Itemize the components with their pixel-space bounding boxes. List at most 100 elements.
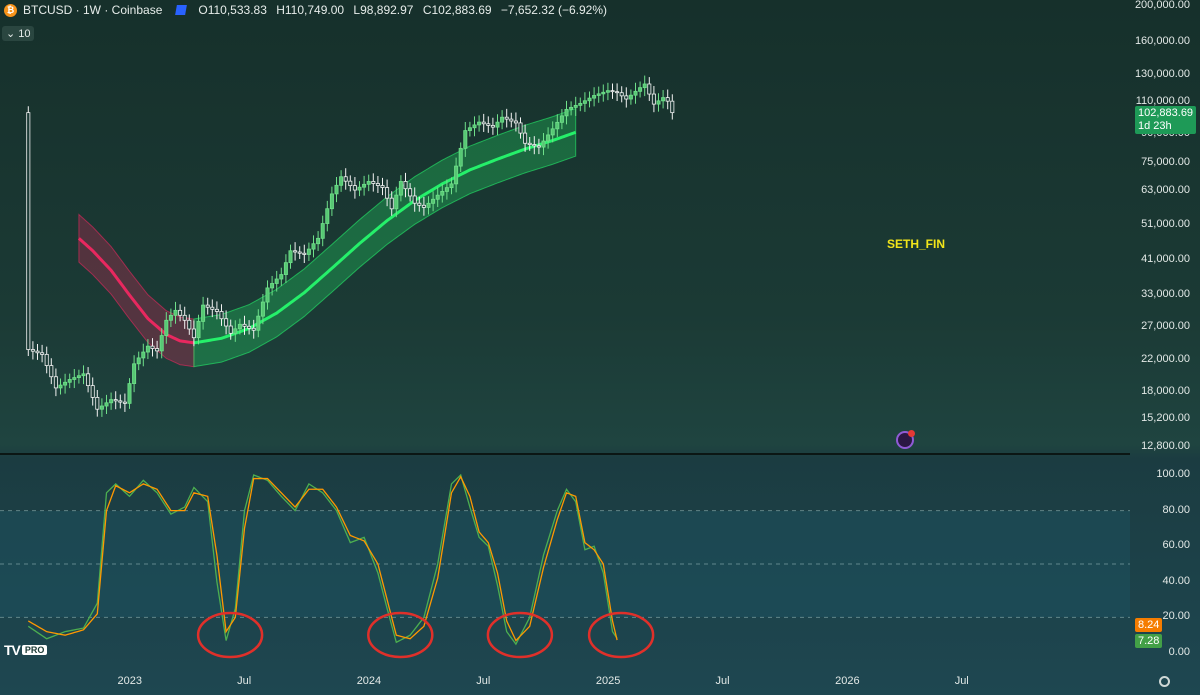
candle-body: [385, 187, 390, 199]
candle-body: [421, 204, 426, 208]
candle-body: [638, 87, 643, 92]
candle-body: [481, 121, 486, 125]
stoch-line-1: [27, 475, 618, 642]
candle-body: [458, 147, 463, 167]
candle-body: [605, 90, 610, 93]
candle-body: [559, 115, 564, 123]
high-value: H110,749.00: [276, 3, 345, 17]
candle-body: [320, 223, 325, 239]
candle-body: [518, 122, 523, 134]
time-tick: Jul: [237, 675, 252, 687]
candle-body: [477, 121, 482, 126]
candle-body: [389, 197, 394, 210]
candle-body: [182, 314, 187, 321]
candle-body: [49, 365, 54, 378]
candle-body: [274, 278, 279, 284]
candle-body: [394, 194, 399, 210]
candle-body: [72, 377, 77, 380]
time-tick: 2024: [356, 675, 382, 687]
candle-body: [109, 399, 114, 404]
candle-body: [601, 91, 606, 95]
time-tick: Jul: [715, 675, 730, 687]
candle-body: [661, 97, 666, 102]
candle-body: [592, 95, 597, 99]
candle-body: [256, 315, 261, 331]
candle-body: [403, 181, 408, 190]
price-tick: 27,000.00: [1141, 320, 1190, 333]
candle-body: [164, 319, 169, 336]
grid-layer: [0, 453, 1130, 618]
flag-icon[interactable]: [175, 5, 188, 15]
candle-body: [155, 348, 160, 352]
candle-body: [279, 274, 284, 280]
candle-body: [610, 90, 615, 93]
lightning-icon[interactable]: [896, 430, 915, 449]
indicator-toggle[interactable]: ⌄ 10: [2, 26, 35, 41]
candle-body: [352, 185, 357, 191]
stoch-tick: 20.00: [1162, 610, 1190, 623]
candle-body: [490, 125, 495, 128]
candle-body: [642, 83, 647, 89]
candle-body: [343, 176, 348, 182]
price-tick: 51,000.00: [1141, 218, 1190, 231]
candle-body: [58, 384, 63, 389]
candle-body: [53, 376, 58, 389]
candle-body: [67, 379, 72, 383]
time-tick: Jul: [954, 675, 969, 687]
candle-body: [40, 352, 45, 355]
candle-body: [472, 124, 477, 129]
candle-body: [463, 130, 468, 149]
candle-body: [380, 185, 385, 188]
candle-body: [495, 121, 500, 128]
gear-icon[interactable]: [1159, 676, 1170, 687]
highlight-circle: [367, 611, 434, 659]
candle-body: [398, 181, 403, 196]
candle-body: [30, 349, 35, 352]
candle-body: [523, 132, 528, 144]
candle-body: [191, 328, 196, 339]
candle-body: [35, 350, 40, 354]
price-tick: 160,000.00: [1134, 34, 1190, 47]
candle-body: [633, 90, 638, 96]
candle-body: [187, 319, 192, 330]
candle-body: [297, 251, 302, 254]
candle-body: [449, 183, 454, 189]
candle-body: [339, 176, 344, 186]
candle-body: [555, 121, 560, 130]
candle-body: [99, 405, 104, 410]
price-tick: 130,000.00: [1134, 68, 1190, 81]
symbol-title[interactable]: BTCUSD · 1W · Coinbase: [23, 3, 163, 17]
candle-body: [283, 262, 288, 275]
candle-body: [569, 106, 574, 110]
candle-body: [647, 83, 652, 95]
stoch-zone: [0, 511, 1130, 617]
candle-body: [76, 375, 81, 378]
candle-body: [412, 195, 417, 204]
bear-band-fill: [78, 213, 195, 368]
candle-body: [95, 397, 100, 410]
price-tick: 41,000.00: [1141, 253, 1190, 266]
candle-body: [509, 118, 514, 122]
candle-body: [86, 373, 91, 387]
time-tick: Jul: [476, 675, 491, 687]
candle-body: [546, 134, 551, 142]
candle-body: [242, 323, 247, 327]
stoch-tick: 60.00: [1162, 539, 1190, 552]
change-value: −7,652.32 (−6.92%): [500, 3, 607, 17]
bar-countdown: 1d 23h: [1138, 120, 1172, 132]
price-tick: 200,000.00: [1134, 0, 1190, 11]
tv-logo-icon: TV: [4, 642, 21, 658]
candle-body: [306, 248, 311, 255]
last-price-badge: 102,883.69 1d 23h: [1135, 106, 1197, 134]
candle-body: [260, 301, 265, 317]
open-value: O110,533.83: [198, 3, 267, 17]
price-tick: 75,000.00: [1141, 156, 1190, 169]
candle-body: [228, 325, 233, 334]
candle-body: [288, 250, 293, 264]
candle-body: [564, 108, 569, 117]
candle-body: [233, 328, 238, 334]
candle-body: [329, 193, 334, 210]
stoch-k-badge: 8.24: [1135, 618, 1163, 632]
